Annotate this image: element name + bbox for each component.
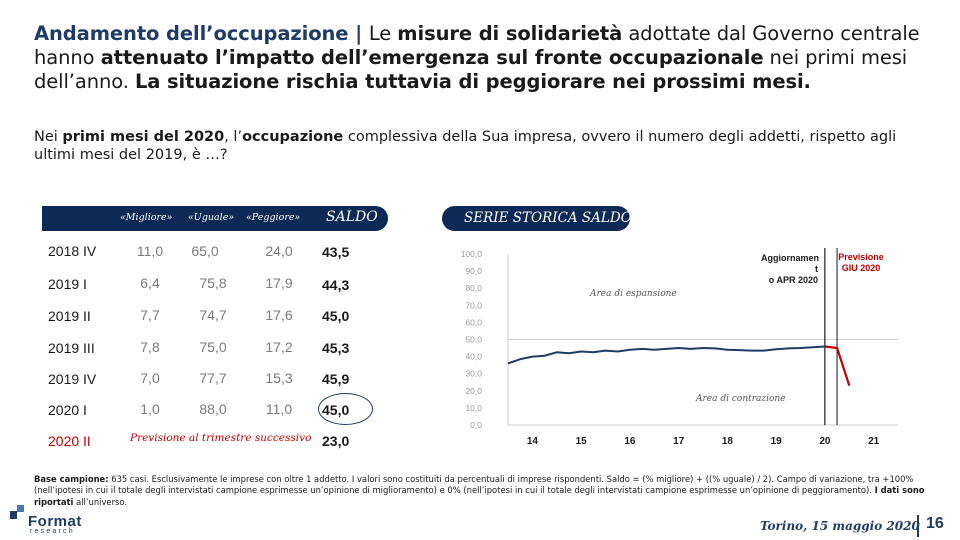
line-chart: 0,0 10,0 20,0 30,0 40,0 50,0 60,0 70,0 80,0 90,0 1… xyxy=(461,248,898,447)
question-text: Nei xyxy=(34,129,63,145)
x-tick-label: 17 xyxy=(673,436,685,447)
cell-migliore: 6,4 xyxy=(140,275,160,291)
column-header-uguale: «Uguale» xyxy=(188,212,235,223)
x-tick-label: 20 xyxy=(819,436,831,447)
row-period: 2018 IV xyxy=(48,243,97,259)
place-date: Torino, 15 maggio 2020 xyxy=(760,519,920,533)
y-tick-label: 40,0 xyxy=(465,352,482,362)
cell-saldo: 45,0 xyxy=(322,308,350,324)
logo-name: Format xyxy=(28,513,82,530)
cell-saldo: 45,9 xyxy=(322,371,350,387)
forecast-note: Previsione al trimestre successivo xyxy=(130,432,312,444)
cell-peggiore: 11,0 xyxy=(265,401,293,417)
update-label: Aggiornamen xyxy=(761,253,819,263)
series-line-historic xyxy=(507,345,825,365)
title-topic: Andamento dell’occupazione | xyxy=(34,22,369,45)
cell-saldo-forecast: 23,0 xyxy=(322,433,350,449)
cell-migliore: 1,0 xyxy=(140,401,160,417)
cell-migliore: 11,0 xyxy=(136,243,164,259)
y-tick-label: 30,0 xyxy=(465,369,482,379)
row-period: 2019 IV xyxy=(48,371,97,387)
survey-question: Nei primi mesi del 2020, l’occupazione c… xyxy=(34,128,934,164)
cell-uguale: 65,0 xyxy=(191,243,219,259)
forecast-label: GIU 2020 xyxy=(842,263,881,273)
question-text-bold: occupazione xyxy=(242,129,344,145)
cell-peggiore: 24,0 xyxy=(265,243,293,259)
highlight-ellipse xyxy=(318,393,373,425)
column-header-peggiore: «Peggiore» xyxy=(246,212,301,223)
row-period-forecast: 2020 II xyxy=(48,433,91,449)
question-text: complessiva della Sua impresa, ovvero il… xyxy=(34,129,897,163)
y-tick-label: 20,0 xyxy=(465,386,482,396)
title-text-bold: La situazione rischia tuttavia di peggio… xyxy=(134,70,811,93)
row-period: 2019 III xyxy=(48,340,95,356)
title-text: adottate dal Governo centrale hanno xyxy=(34,22,920,69)
update-label: t xyxy=(815,264,818,274)
expansion-label: Area di espansione xyxy=(589,289,677,299)
table-header-bar xyxy=(42,206,388,231)
y-tick-label: 90,0 xyxy=(465,266,482,276)
y-tick-label: 70,0 xyxy=(465,300,482,310)
title-text-bold: attenuato l’impatto dell’emergenza sul f… xyxy=(100,46,764,69)
cell-uguale: 75,0 xyxy=(199,339,227,355)
x-tick-label: 18 xyxy=(722,436,734,447)
page-title: Andamento dell’occupazione | Le misure d… xyxy=(34,22,954,94)
y-tick-label: 100,0 xyxy=(461,249,483,259)
question-text-bold: primi mesi del 2020 xyxy=(62,129,225,145)
cell-peggiore: 17,2 xyxy=(265,339,293,355)
row-period: 2019 II xyxy=(48,308,91,324)
footnote-label: I dati sono riportati xyxy=(34,485,925,507)
page-number: 16 xyxy=(926,515,944,532)
row-period: 2020 I xyxy=(48,402,87,418)
cell-migliore: 7,7 xyxy=(140,307,160,323)
title-text: nei primi mesi dell’anno. xyxy=(34,46,908,93)
y-tick-label: 10,0 xyxy=(465,403,482,413)
y-tick-label: 0,0 xyxy=(470,420,482,430)
x-tick-label: 16 xyxy=(624,436,636,447)
x-tick-label: 21 xyxy=(868,436,880,447)
x-tick-label: 14 xyxy=(527,436,539,447)
y-tick-label: 80,0 xyxy=(465,283,482,293)
series-title: SERIE STORICA SALDO xyxy=(464,210,632,226)
logo-subtitle: research xyxy=(30,528,75,535)
footnote-label: Base campione: xyxy=(34,474,109,484)
column-header-migliore: «Migliore» xyxy=(120,212,173,223)
cell-uguale: 88,0 xyxy=(199,401,227,417)
row-period: 2019 I xyxy=(48,276,87,292)
column-header-saldo: SALDO xyxy=(326,209,378,225)
cell-uguale: 74,7 xyxy=(199,307,227,323)
question-text: , l’ xyxy=(224,129,243,145)
footnote-text: all’universo. xyxy=(73,496,128,507)
x-tick-label: 15 xyxy=(576,436,588,447)
footnote: Base campione: 635 casi. Esclusivamente … xyxy=(34,474,940,508)
series-line-forecast xyxy=(824,345,851,387)
forecast-label: Previsione xyxy=(838,252,884,262)
cell-saldo: 44,3 xyxy=(322,277,350,293)
logo-icon xyxy=(10,505,24,519)
update-label: o APR 2020 xyxy=(769,275,818,285)
cell-peggiore: 17,9 xyxy=(265,275,293,291)
cell-migliore: 7,0 xyxy=(140,370,160,386)
title-text: Le xyxy=(368,22,398,45)
cell-saldo: 43,5 xyxy=(322,244,350,260)
cell-saldo: 45,3 xyxy=(322,340,350,356)
cell-uguale: 77,7 xyxy=(199,370,227,386)
series-header-bar xyxy=(442,206,630,231)
footnote-text: 635 casi. Esclusivamente le imprese con … xyxy=(34,474,914,496)
cell-peggiore: 17,6 xyxy=(265,307,293,323)
cell-peggiore: 15,3 xyxy=(265,370,293,386)
page-separator xyxy=(917,515,919,537)
y-tick-label: 50,0 xyxy=(465,335,482,345)
x-tick-label: 19 xyxy=(771,436,783,447)
title-text-bold: misure di solidarietà xyxy=(397,22,623,45)
cell-uguale: 75,8 xyxy=(199,275,227,291)
y-tick-label: 60,0 xyxy=(465,317,482,327)
contraction-label: Area di contrazione xyxy=(695,394,786,404)
cell-migliore: 7,8 xyxy=(140,339,160,355)
